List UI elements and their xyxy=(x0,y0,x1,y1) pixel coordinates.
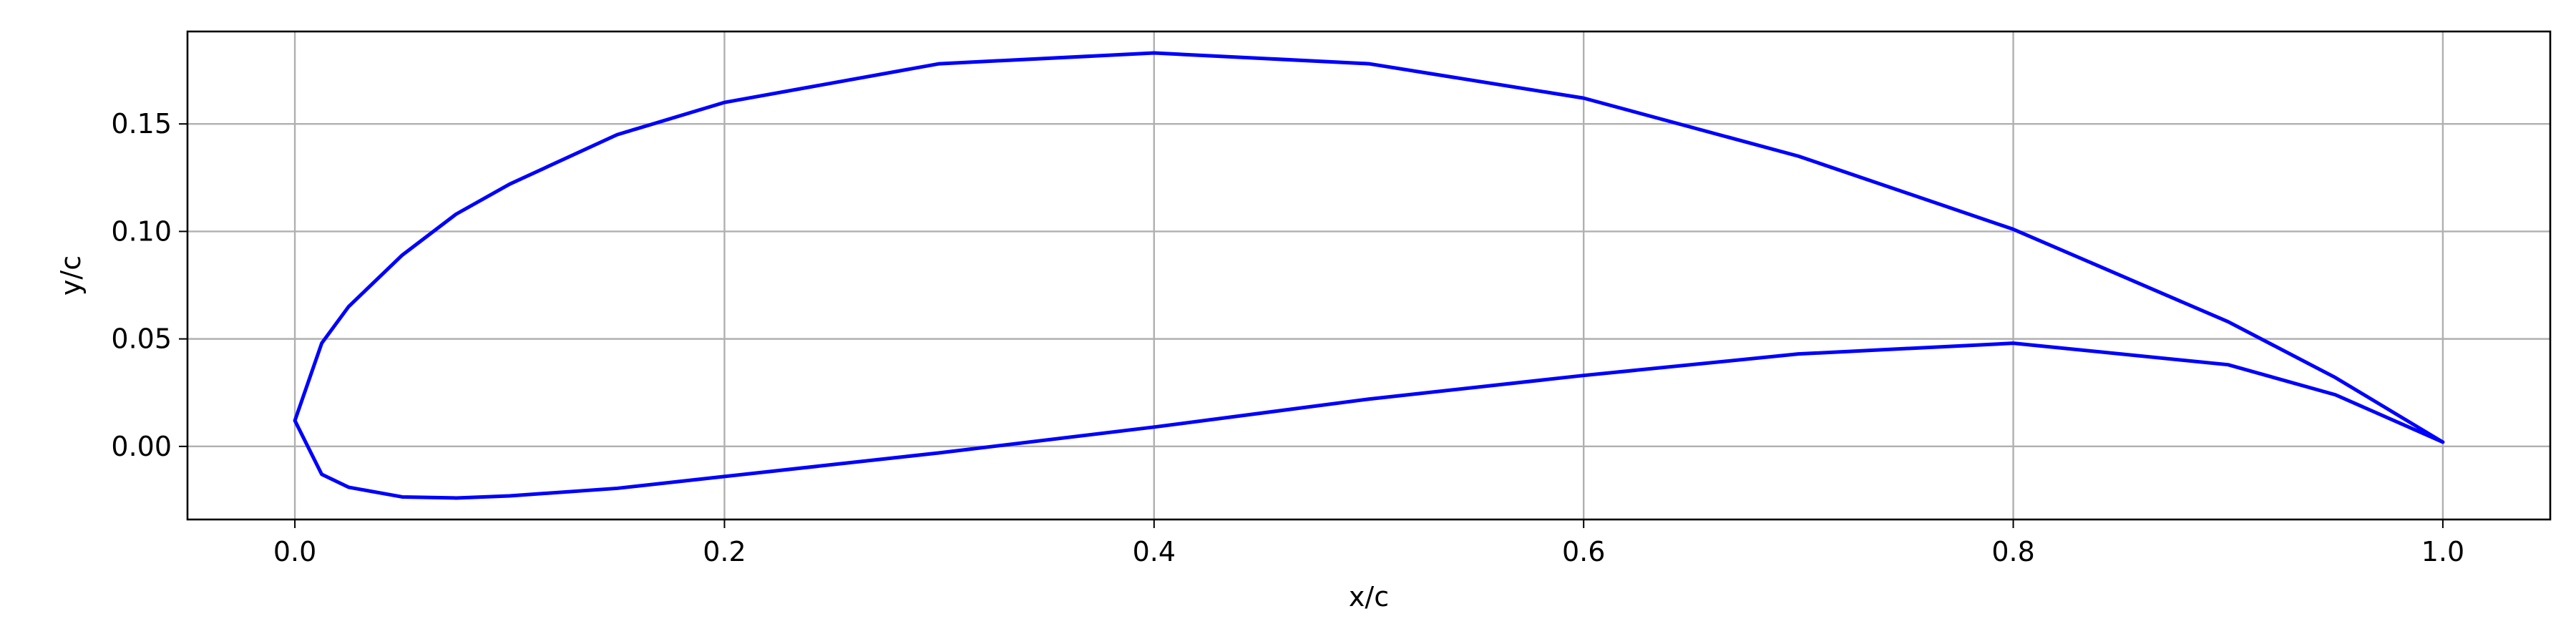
x-tick-label: 0.8 xyxy=(1991,536,2034,567)
x-tick-label: 0.4 xyxy=(1133,536,1176,567)
y-tick-label: 0.15 xyxy=(111,108,172,140)
x-axis-label: x/c xyxy=(1349,581,1389,613)
x-tick-label: 0.0 xyxy=(273,536,316,567)
y-axis-label: y/c xyxy=(55,255,87,296)
y-tick-label: 0.10 xyxy=(111,215,172,247)
x-tick-label: 1.0 xyxy=(2421,536,2464,567)
y-tick-label: 0.05 xyxy=(111,323,172,355)
y-tick-label: 0.00 xyxy=(111,431,172,462)
x-tick-label: 0.2 xyxy=(703,536,746,567)
x-tick-label: 0.6 xyxy=(1562,536,1605,567)
